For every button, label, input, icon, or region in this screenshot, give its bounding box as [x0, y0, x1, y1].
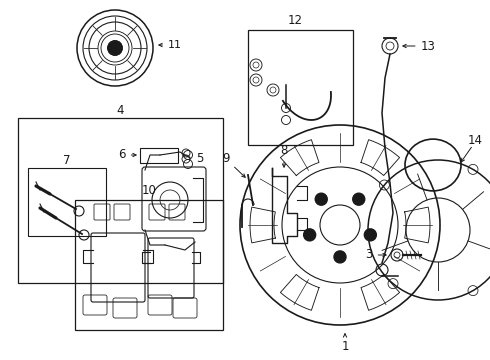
Bar: [18, 118, 223, 283]
Text: 2: 2: [0, 359, 1, 360]
Bar: [28, 168, 106, 236]
Text: 10: 10: [142, 184, 156, 197]
Text: 7: 7: [63, 153, 71, 166]
Circle shape: [315, 193, 327, 205]
Text: 9: 9: [222, 153, 245, 177]
Circle shape: [353, 193, 365, 205]
Circle shape: [365, 229, 376, 241]
Bar: [248, 30, 353, 145]
Circle shape: [304, 229, 316, 241]
Circle shape: [108, 41, 122, 55]
Circle shape: [334, 251, 346, 263]
Text: 6: 6: [118, 148, 136, 162]
Text: 3: 3: [366, 248, 386, 261]
Text: 12: 12: [288, 13, 303, 27]
Text: 5: 5: [196, 153, 204, 166]
Bar: [140, 148, 178, 163]
Text: 13: 13: [403, 40, 436, 53]
Bar: [75, 200, 223, 330]
Text: 8: 8: [280, 144, 288, 167]
Text: 1: 1: [341, 334, 349, 354]
Text: 11: 11: [159, 40, 182, 50]
Text: 4: 4: [117, 104, 124, 117]
Text: 14: 14: [467, 134, 483, 147]
